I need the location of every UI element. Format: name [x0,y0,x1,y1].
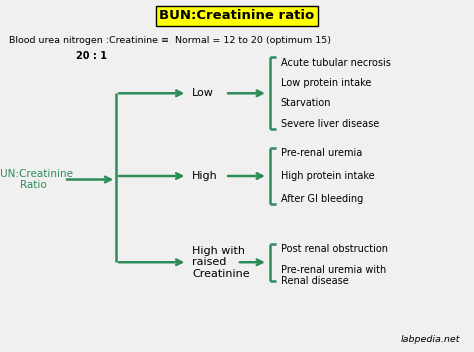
Text: Starvation: Starvation [281,99,331,108]
Text: labpedia.net: labpedia.net [400,335,460,344]
Text: Blood urea nitrogen :Creatinine ≡  Normal = 12 to 20 (optimum 15): Blood urea nitrogen :Creatinine ≡ Normal… [9,36,331,45]
Text: Severe liver disease: Severe liver disease [281,119,379,129]
Text: Low protein intake: Low protein intake [281,78,371,88]
Text: High with
raised
Creatinine: High with raised Creatinine [192,246,250,279]
Text: Post renal obstruction: Post renal obstruction [281,244,388,254]
Text: High protein intake: High protein intake [281,171,374,181]
Text: After GI bleeding: After GI bleeding [281,194,363,204]
Text: 20 : 1: 20 : 1 [76,51,107,61]
Text: BUN:Creatinine ratio: BUN:Creatinine ratio [159,10,315,22]
Text: Pre-renal uremia: Pre-renal uremia [281,148,362,158]
Text: High: High [192,171,218,181]
Text: Low: Low [192,88,214,98]
Text: Pre-renal uremia with
Renal disease: Pre-renal uremia with Renal disease [281,265,386,286]
Text: Acute tubular necrosis: Acute tubular necrosis [281,58,391,68]
Text: BUN:Creatinine
Ratio: BUN:Creatinine Ratio [0,169,73,190]
